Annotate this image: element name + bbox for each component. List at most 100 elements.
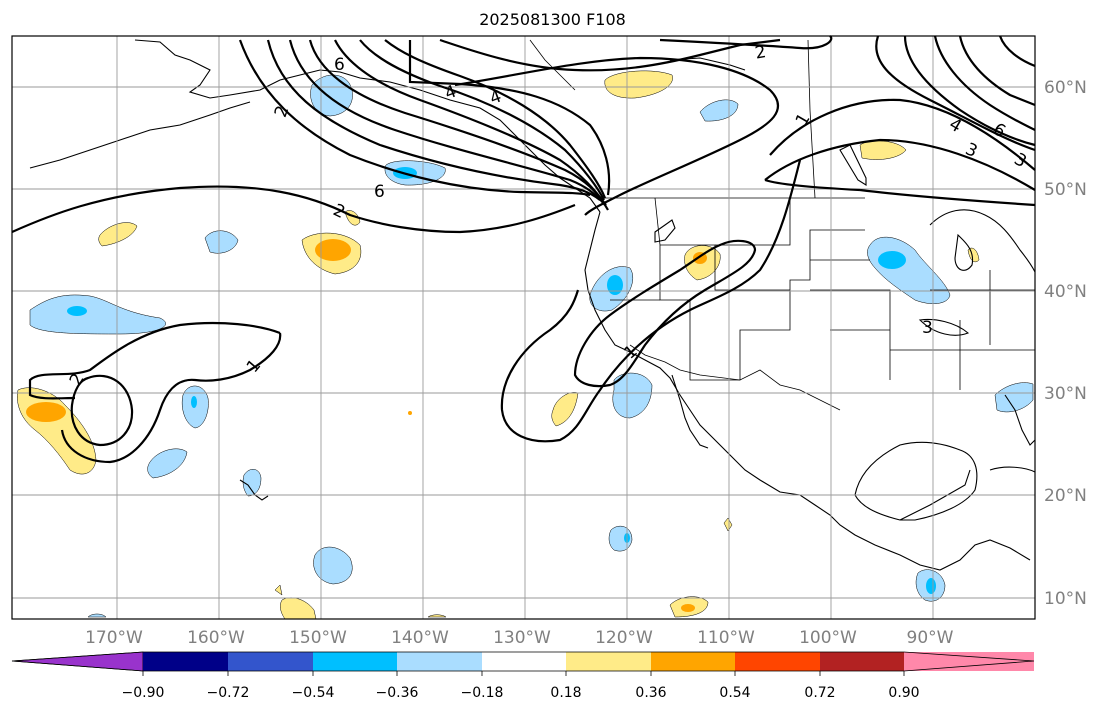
lat-label: 50°N — [1044, 180, 1087, 200]
lat-label: 60°N — [1044, 78, 1087, 98]
colorbar-tick-label: 0.90 — [888, 685, 919, 701]
map-frame — [11, 35, 1036, 620]
anomaly-core — [681, 604, 695, 612]
colorbar-segment — [143, 652, 228, 671]
colorbar-tick-label: −0.90 — [122, 685, 165, 701]
anomaly-patch — [604, 70, 673, 99]
lon-label: 140°W — [391, 628, 449, 648]
border — [807, 39, 816, 199]
contour-line — [11, 185, 576, 234]
longitude-labels: 170°W 160°W 150°W 140°W 130°W 120°W 110°… — [85, 628, 954, 648]
colorbar-segment — [566, 652, 651, 671]
lon-label: 160°W — [187, 628, 245, 648]
map-background — [12, 36, 1035, 619]
height-contours — [11, 35, 1036, 464]
coastline — [918, 318, 970, 336]
coastline — [1004, 394, 1036, 446]
colorbar-segment — [651, 652, 735, 671]
anomaly-patch — [427, 614, 447, 618]
colorbar-segment — [820, 652, 904, 671]
anomaly-core — [315, 239, 351, 261]
anomaly-patch — [98, 222, 138, 247]
contour-line — [28, 321, 281, 400]
anomaly-core — [67, 306, 87, 316]
anomaly-patch — [204, 230, 239, 254]
colorbar-tick-label: −0.72 — [207, 685, 250, 701]
anomaly-core — [878, 251, 906, 269]
colorbar-tick-labels: −0.90 −0.72 −0.54 −0.36 −0.18 0.18 0.36 … — [122, 685, 920, 701]
colorbar: −0.90 −0.72 −0.54 −0.36 −0.18 0.18 0.36 … — [11, 651, 1035, 701]
contour-line — [60, 332, 282, 464]
colorbar-extend-high — [904, 652, 1034, 671]
lat-label: 30°N — [1044, 384, 1087, 404]
anomaly-core — [926, 578, 936, 594]
contour-line — [903, 35, 1036, 147]
anomaly-patch — [699, 99, 739, 122]
colorbar-tick-label: −0.54 — [292, 685, 335, 701]
lat-label: 10°N — [1044, 589, 1087, 609]
anomaly-core — [191, 396, 197, 408]
colorbar-segment — [397, 652, 482, 671]
colorbar-tick-label: 0.36 — [635, 685, 666, 701]
contour-label: 6 — [374, 182, 385, 202]
border — [610, 244, 790, 301]
lon-label: 120°W — [595, 628, 653, 648]
anomaly-core — [607, 275, 623, 295]
figure-title: 2025081300 F108 — [479, 10, 626, 29]
contour-line — [408, 40, 611, 196]
contour-line — [238, 39, 591, 197]
anomaly-core — [408, 411, 412, 415]
coastline — [584, 211, 1031, 571]
coastline — [954, 233, 974, 271]
coastline — [671, 374, 709, 449]
colorbar-tick-label: −0.18 — [461, 685, 504, 701]
colorbar-segment — [482, 652, 566, 671]
contour-line — [308, 39, 609, 211]
contour-line — [500, 159, 802, 443]
coastline — [854, 441, 978, 521]
lat-label: 40°N — [1044, 282, 1087, 302]
contour-line — [70, 374, 134, 447]
coastline — [654, 219, 676, 243]
anomaly-patch — [242, 469, 262, 497]
contour-line — [573, 239, 757, 388]
colorbar-tick-label: 0.54 — [719, 685, 750, 701]
colorbar-tick-label: −0.36 — [376, 685, 419, 701]
lon-label: 100°W — [799, 628, 857, 648]
contour-label: 3 — [922, 318, 933, 338]
map-panel: 6 2 4 6 2 4 3 6 4 3 2 1 2 1 1 3 — [11, 35, 1036, 620]
anomaly-patch — [608, 525, 633, 552]
contour-line — [958, 35, 1036, 107]
coastline — [29, 101, 251, 169]
contour-line — [859, 188, 1036, 207]
colorbar-extend-low — [11, 651, 144, 672]
contour-label: 2 — [754, 42, 768, 64]
border — [830, 270, 1035, 390]
contour-line — [933, 35, 1036, 131]
anomaly-patch — [612, 372, 653, 419]
colorbar-segment — [735, 652, 820, 671]
lon-label: 150°W — [289, 628, 347, 648]
contour-line — [875, 35, 1036, 152]
coastline — [989, 466, 1036, 473]
anomaly-patch — [29, 294, 166, 335]
anomaly-patch — [723, 517, 733, 532]
contour-line — [384, 39, 607, 199]
contour-line — [659, 35, 833, 50]
contour-line — [288, 39, 606, 206]
colorbar-tick-label: 0.18 — [550, 685, 581, 701]
strong-positive-cores — [26, 239, 707, 612]
lat-label: 20°N — [1044, 486, 1087, 506]
coastline — [929, 209, 1036, 273]
colorbar-segment — [313, 652, 397, 671]
contour-line — [359, 39, 605, 201]
anomaly-patch — [87, 613, 107, 618]
anomaly-patch — [147, 448, 188, 479]
colorbar-ticks — [142, 671, 905, 676]
lon-label: 90°W — [907, 628, 954, 648]
anomaly-patch — [274, 584, 283, 596]
anomaly-core — [26, 402, 66, 422]
contour-label: 6 — [334, 55, 345, 75]
contour-line — [769, 98, 1036, 171]
anomaly-patch — [313, 546, 353, 585]
